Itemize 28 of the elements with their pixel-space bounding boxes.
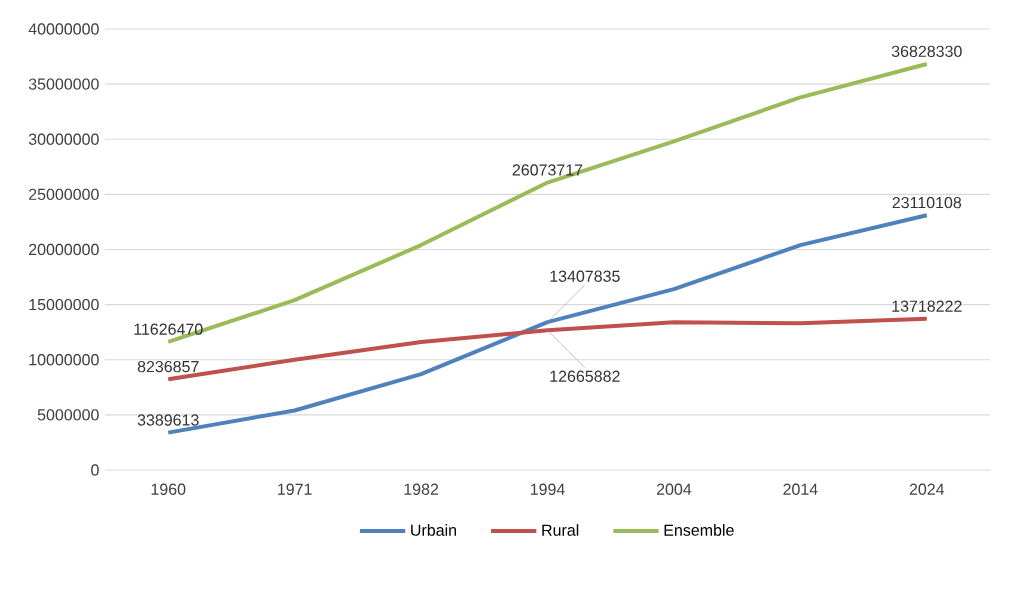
data-label: 23110108 — [892, 196, 962, 209]
legend-label: Urbain — [411, 524, 456, 536]
data-label: 26073717 — [512, 164, 583, 176]
x-tick-label: 2024 — [909, 483, 945, 495]
data-label: 12665882 — [550, 370, 620, 382]
data-label: 11626470 — [134, 323, 203, 335]
data-label: 13407835 — [550, 270, 620, 282]
y-tick-label: 30000000 — [28, 133, 99, 145]
y-tick-label: 15000000 — [29, 298, 99, 311]
data-label: 8236857 — [137, 360, 199, 373]
x-tick-label: 2014 — [783, 483, 818, 495]
y-tick-label: 0 — [91, 464, 99, 476]
x-tick-label: 1982 — [404, 483, 439, 495]
data-label: 3389613 — [137, 414, 199, 426]
y-tick-label: 20000000 — [29, 243, 99, 256]
y-tick-label: 5000000 — [37, 409, 99, 421]
y-tick-label: 40000000 — [28, 23, 99, 35]
legend-label: Rural — [542, 524, 579, 536]
x-tick-label: 1994 — [530, 483, 565, 495]
data-label: 13718222 — [892, 300, 962, 312]
legend-label: Ensemble — [664, 524, 734, 536]
y-tick-label: 35000000 — [28, 78, 99, 90]
x-tick-label: 1971 — [278, 483, 312, 495]
y-tick-label: 25000000 — [29, 188, 99, 201]
x-tick-label: 2004 — [656, 483, 692, 495]
data-label: 36828330 — [891, 45, 962, 58]
x-tick-label: 1960 — [151, 483, 186, 495]
y-tick-label: 10000000 — [29, 354, 99, 366]
